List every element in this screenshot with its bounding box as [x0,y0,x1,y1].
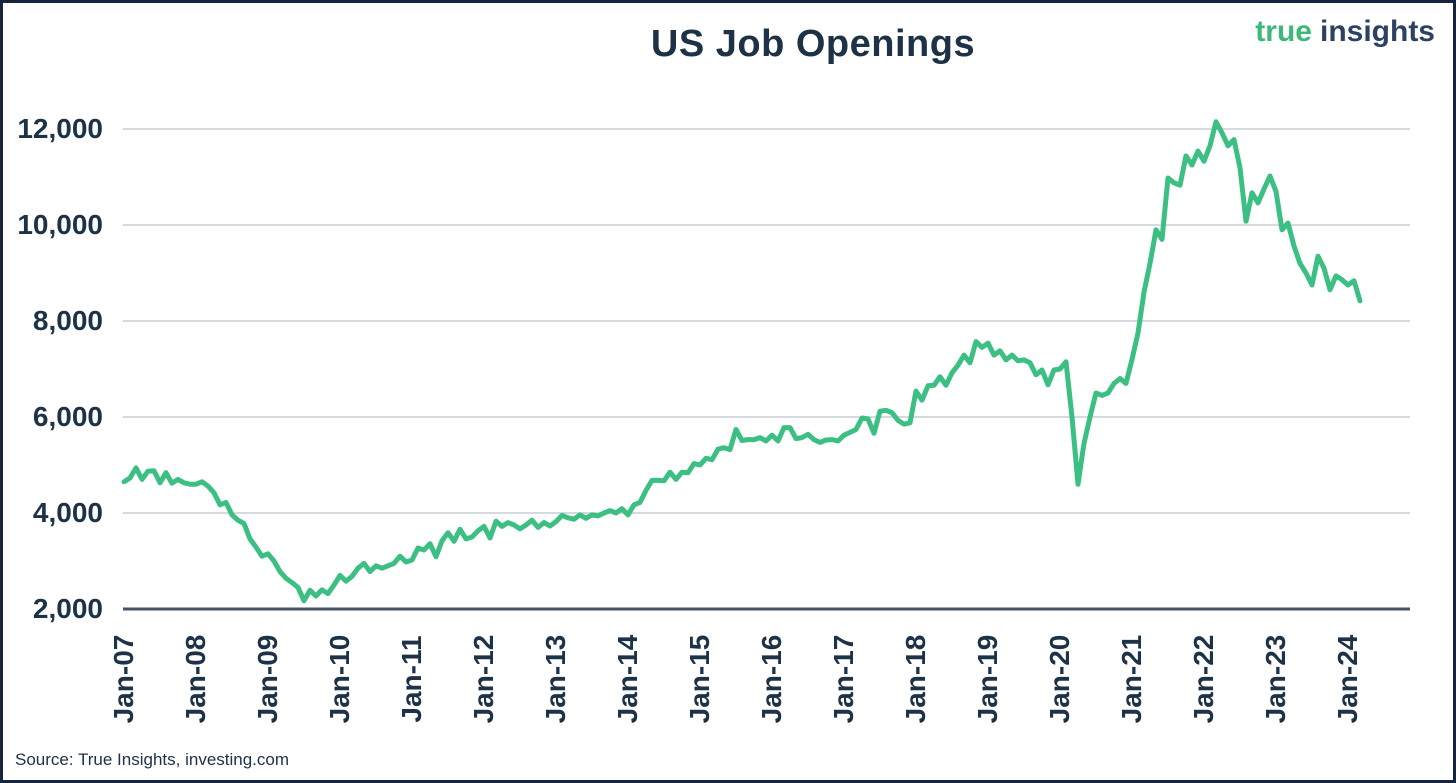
x-axis-label: Jan-14 [612,634,643,724]
y-axis-label: 8,000 [32,305,103,336]
true-insights-logo: true insights [1255,15,1435,49]
y-axis-label: 4,000 [32,497,103,528]
y-axis-label: 12,000 [17,113,103,144]
line-chart-plot [121,119,1410,611]
x-axis-label: Jan-21 [1116,634,1147,724]
x-axis-label: Jan-15 [684,634,715,724]
source-note: Source: True Insights, investing.com [15,750,290,769]
logo-word-true: true [1255,15,1312,48]
x-axis-label: Jan-22 [1188,634,1219,724]
logo-word-insights: insights [1319,15,1435,48]
y-axis-label: 2,000 [32,593,103,624]
y-axis-label: 6,000 [32,401,103,432]
x-axis-label: Jan-07 [108,634,139,724]
x-axis-label: Jan-18 [900,634,931,724]
x-axis-label: Jan-10 [324,634,355,724]
x-axis-label: Jan-12 [468,634,499,724]
x-axis-label: Jan-08 [180,634,211,724]
x-axis-label: Jan-23 [1260,634,1291,724]
x-axis-label: Jan-19 [972,634,1003,724]
x-axis-label: Jan-09 [252,634,283,724]
chart-title: US Job Openings [650,23,976,65]
x-axis-label: Jan-20 [1044,634,1075,724]
x-axis-label: Jan-13 [540,634,571,724]
x-axis-label: Jan-11 [396,635,427,723]
x-axis-label: Jan-16 [756,634,787,724]
y-axis-label: 10,000 [17,209,103,240]
x-axis-label: Jan-24 [1332,634,1363,724]
x-axis-label: Jan-17 [828,634,859,724]
job-openings-line [121,119,1363,604]
